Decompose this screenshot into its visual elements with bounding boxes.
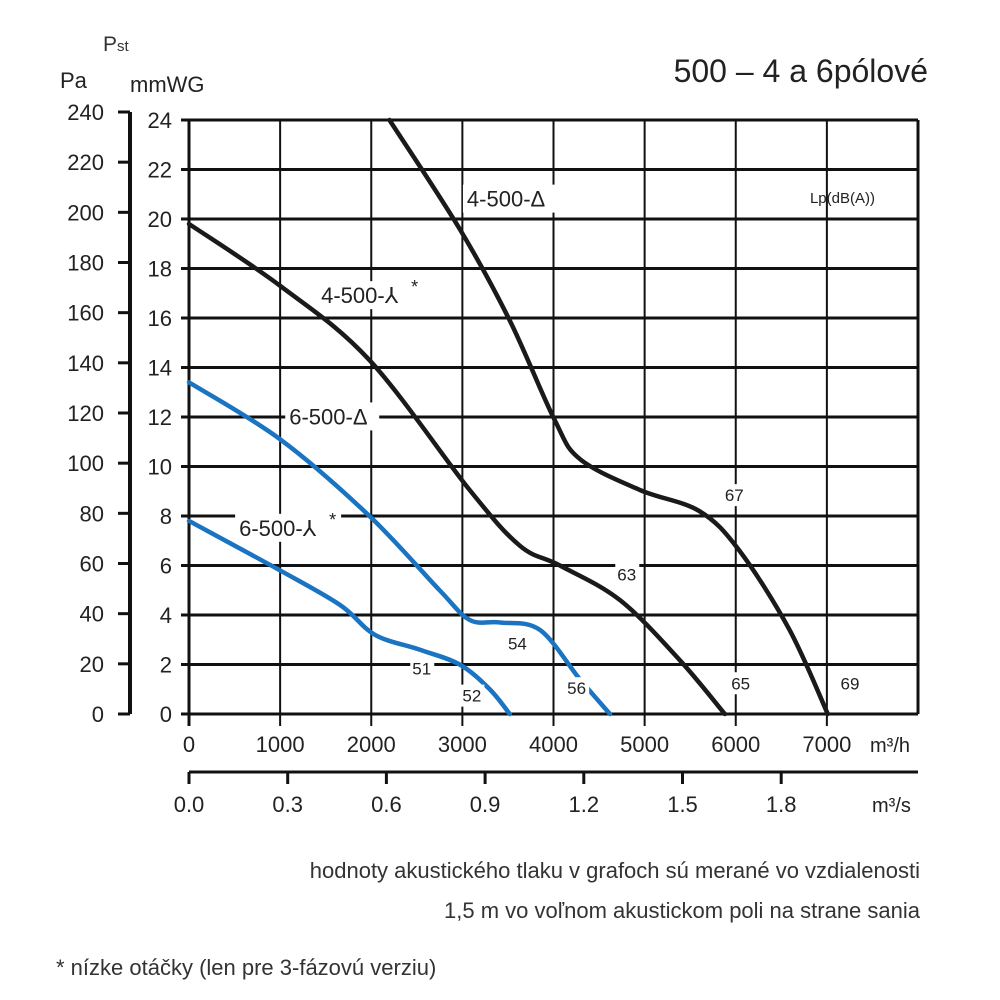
- x2-tick-label-m3s: 0.3: [272, 792, 303, 817]
- x2-axis-unit-m3s: m³/s: [872, 795, 911, 817]
- db-label-bg: [460, 684, 485, 707]
- y-axis-unit-mmwg: mmWG: [130, 72, 205, 97]
- series-label-bg: [285, 402, 380, 431]
- series-curve: [186, 380, 613, 717]
- x2-tick-label-m3s: 0.9: [470, 792, 501, 817]
- db-label-bg: [505, 632, 530, 655]
- db-label-bg: [838, 672, 863, 695]
- chart-title: 500 – 4 a 6pólové: [674, 53, 928, 89]
- series-label-bg: [317, 281, 424, 310]
- db-label-bg: [729, 672, 754, 695]
- y-tick-label-mmwg: 24: [148, 108, 172, 133]
- legend-heading-lp: Lp(dB(A)): [810, 190, 875, 207]
- series-label: 4-500-Δ: [467, 187, 546, 212]
- db-level-label: 52: [462, 687, 481, 706]
- y-tick-label-pa: 0: [92, 702, 104, 727]
- db-level-label: 65: [731, 674, 750, 693]
- series-label-bg: [235, 513, 342, 542]
- x-tick-label-m3h: 5000: [620, 732, 669, 757]
- x-tick-label-m3h: 4000: [529, 732, 578, 757]
- db-label-bg: [565, 677, 590, 700]
- y-tick-label-mmwg: 14: [148, 356, 172, 381]
- series-label-asterisk: *: [329, 510, 336, 530]
- y-tick-label-mmwg: 8: [160, 504, 172, 529]
- db-label-bg: [615, 563, 640, 586]
- measurement-note-line2: 1,5 m vo voľnom akustickom poli na stran…: [444, 898, 920, 923]
- y-tick-label-pa: 100: [67, 451, 104, 476]
- x2-tick-label-m3s: 1.2: [569, 792, 600, 817]
- y-tick-label-mmwg: 0: [160, 702, 172, 727]
- x-tick-label-m3h: 3000: [438, 732, 487, 757]
- y-tick-label-mmwg: 22: [148, 158, 172, 183]
- series-curve: [186, 221, 728, 717]
- y-tick-label-pa: 40: [80, 602, 104, 627]
- y-tick-label-mmwg: 12: [148, 405, 172, 430]
- db-label-bg: [722, 484, 747, 507]
- y-tick-label-pa: 220: [67, 150, 104, 175]
- db-label-bg: [410, 657, 435, 680]
- x2-tick-label-m3s: 1.5: [667, 792, 698, 817]
- series-curve: [387, 117, 831, 717]
- series-label: 4-500-⅄: [321, 283, 399, 308]
- y-tick-label-mmwg: 6: [160, 554, 172, 579]
- y-tick-label-mmwg: 18: [148, 257, 172, 282]
- x2-tick-label-m3s: 1.8: [766, 792, 797, 817]
- y-tick-label-mmwg: 4: [160, 603, 172, 628]
- y-tick-label-pa: 240: [67, 100, 104, 125]
- y-tick-label-mmwg: 20: [148, 207, 172, 232]
- y-tick-label-pa: 60: [80, 552, 104, 577]
- db-level-label: 63: [617, 565, 636, 584]
- y-axis-unit-pa: Pa: [60, 68, 88, 93]
- x-tick-label-m3h: 1000: [256, 732, 305, 757]
- series-label: 6-500-Δ: [289, 404, 368, 429]
- x-tick-label-m3h: 2000: [347, 732, 396, 757]
- y-axis-symbol: Pst: [103, 33, 129, 56]
- x-tick-label-m3h: 6000: [711, 732, 760, 757]
- footnote: * nízke otáčky (len pre 3-fázovú verziu): [56, 955, 437, 980]
- y-tick-label-mmwg: 2: [160, 653, 172, 678]
- measurement-note-line1: hodnoty akustického tlaku v grafoch sú m…: [309, 858, 920, 883]
- x-tick-label-m3h: 7000: [802, 732, 851, 757]
- db-level-label: 54: [508, 635, 527, 654]
- db-level-label: 51: [412, 659, 431, 678]
- series-label: 6-500-⅄: [239, 516, 317, 541]
- y-tick-label-pa: 160: [67, 301, 104, 326]
- series-label-bg: [462, 184, 557, 213]
- y-tick-label-pa: 200: [67, 200, 104, 225]
- series-curve: [186, 518, 513, 717]
- y-tick-label-pa: 120: [67, 401, 104, 426]
- db-level-label: 56: [567, 679, 586, 698]
- series-label-asterisk: *: [411, 277, 418, 297]
- y-tick-label-mmwg: 16: [148, 306, 172, 331]
- y-tick-label-mmwg: 10: [148, 455, 172, 480]
- db-level-label: 69: [841, 674, 860, 693]
- x2-tick-label-m3s: 0.6: [371, 792, 402, 817]
- db-level-label: 67: [725, 486, 744, 505]
- x-axis-unit-m3h: m³/h: [870, 735, 910, 757]
- x-tick-label-m3h: 0: [183, 732, 195, 757]
- y-tick-label-pa: 80: [80, 501, 104, 526]
- x2-tick-label-m3s: 0.0: [174, 792, 205, 817]
- y-tick-label-pa: 180: [67, 251, 104, 276]
- y-tick-label-pa: 20: [80, 652, 104, 677]
- y-tick-label-pa: 140: [67, 351, 104, 376]
